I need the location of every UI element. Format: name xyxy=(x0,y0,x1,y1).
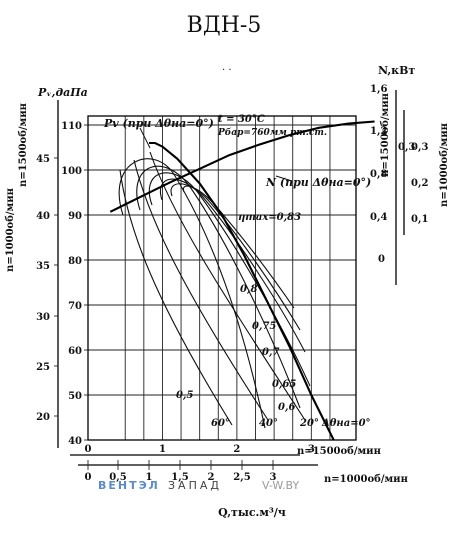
power-tick-4: 1,6 xyxy=(370,84,387,95)
angle-label-60: 60° xyxy=(211,418,230,429)
pressure-tick-100: 100 xyxy=(61,166,82,177)
angle-line-40 xyxy=(133,159,269,421)
efficiency-label-06: 0,6 xyxy=(278,402,295,413)
q1000-tick-1: 0,5 xyxy=(109,472,126,483)
efficiency-label-05: 0,5 xyxy=(176,390,193,401)
n1000-tick-20: 20 xyxy=(36,412,50,423)
left-n1000-axis-label: n=1000об/мин xyxy=(5,188,16,272)
watermark-brand-dark: ЗАПАД xyxy=(168,479,222,492)
q-axis-unit-label: Q,тыс.м³/ч xyxy=(218,506,286,519)
efficiency-contour-075 xyxy=(170,183,301,331)
pressure-tick-90: 90 xyxy=(68,211,82,222)
angle-label-0: Δθна=0° xyxy=(321,418,371,429)
condition-temperature: t = 30°C xyxy=(218,114,265,125)
n1500-tick-03: 0,3 xyxy=(398,142,415,153)
angle-line-20 xyxy=(149,151,306,421)
decorative-dots: . . xyxy=(222,62,232,73)
grid xyxy=(57,90,405,466)
pressure-tick-70: 70 xyxy=(68,301,82,312)
left-tick-labels: 40 50 60 70 80 90 100 110 20 25 30 35 40 45 xyxy=(36,121,88,447)
q1000-tick-3: 1,5 xyxy=(171,472,188,483)
pressure-tick-40: 40 xyxy=(68,436,82,447)
right-n1500-axis-label: n=1500об/мин xyxy=(380,93,391,177)
bottom-n1000-label: n=1000об/мин xyxy=(324,474,408,485)
pressure-tick-50: 50 xyxy=(68,391,82,402)
plot-frame xyxy=(87,115,357,441)
series-power-label: N (при Δθна=0°) xyxy=(265,176,371,189)
q1500-tick-2: 2 xyxy=(233,444,240,455)
efficiency-label-07: 0,7 xyxy=(262,347,279,358)
n1000-tick-25: 25 xyxy=(36,362,50,373)
efficiency-contour-05 xyxy=(118,158,266,429)
q1000-tick-2: 1 xyxy=(146,472,153,483)
bottom-tick-labels: 0 1 2 3 0 0,5 1 1,5 2 2,5 3 xyxy=(85,444,315,483)
pressure-tick-80: 80 xyxy=(68,256,82,267)
chart-title: ВДН-5 xyxy=(187,13,262,38)
blade-angle-lines xyxy=(119,151,306,426)
q1500-tick-0: 0 xyxy=(85,444,92,455)
n1000-power-tick-2: 0,1 xyxy=(411,214,428,225)
pressure-tick-110: 110 xyxy=(61,121,82,132)
n1000-tick-35: 35 xyxy=(36,261,50,272)
n1000-tick-45: 45 xyxy=(36,154,50,165)
watermark-site: V-W.BY xyxy=(262,479,299,492)
power-tick-1: 0,4 xyxy=(370,212,387,223)
series-pressure-curve xyxy=(149,141,335,441)
efficiency-contour-07 xyxy=(159,178,306,353)
right-power-axis-label: N,кВт xyxy=(378,64,415,77)
condition-pressure: Pбар=760мм рт.ст. xyxy=(217,127,327,138)
q1000-tick-4: 2 xyxy=(208,472,215,483)
n1000-tick-40: 40 xyxy=(36,211,50,222)
angle-line-60 xyxy=(119,169,233,426)
efficiency-label-08: 0,8 xyxy=(240,284,257,295)
power-tick-0: 0 xyxy=(378,254,385,265)
q1000-tick-0: 0 xyxy=(85,472,92,483)
n1000-power-tick-1: 0,2 xyxy=(411,178,428,189)
efficiency-label-075: 0,75 xyxy=(252,321,276,332)
q1500-tick-3: 3 xyxy=(308,444,315,455)
q1500-tick-1: 1 xyxy=(159,444,166,455)
n1000-tick-30: 30 xyxy=(36,312,50,323)
series-pressure-label: Pv (при Δθна=0°) xyxy=(103,117,214,130)
angle-label-20: 20° xyxy=(299,418,319,429)
efficiency-contour-06 xyxy=(136,165,301,409)
q1000-tick-5: 2,5 xyxy=(233,472,250,483)
angle-label-40: 40° xyxy=(259,418,278,429)
bottom-n1500-label: n=1500об/мин xyxy=(297,446,381,457)
efficiency-label-max: ηmax=0,83 xyxy=(238,212,301,223)
right-n1000-axis-label: n=1000об/мин xyxy=(439,123,450,207)
q1000-tick-6: 3 xyxy=(270,472,277,483)
pressure-tick-60: 60 xyxy=(68,346,82,357)
efficiency-label-065: 0,65 xyxy=(272,379,296,390)
pv-label-leader xyxy=(139,127,151,149)
power-tick-3: 1,2 xyxy=(370,126,387,137)
power-tick-2: 0,8 xyxy=(370,169,387,180)
n-label-leader xyxy=(275,175,293,182)
left-n1500-axis-label: n=1500об/мин xyxy=(18,103,29,187)
watermark-brand-colored: ВЕНТЭЛ xyxy=(98,479,160,492)
n1000-power-tick-0: 0,3 xyxy=(411,142,428,153)
right-tick-labels: 0 0,4 0,8 1,2 1,6 0,30,3 0,2 0,1 xyxy=(370,84,428,265)
left-pressure-axis-label: Pᵥ,даПа xyxy=(37,86,88,99)
series-power-curve xyxy=(109,120,375,213)
